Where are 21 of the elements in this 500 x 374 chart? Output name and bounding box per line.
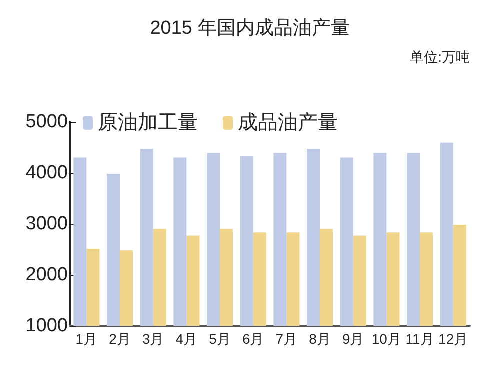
- y-tick-label: 4000: [26, 162, 68, 184]
- chart-title: 2015 年国内成品油产量: [150, 18, 350, 39]
- x-tick-label: 9月: [342, 331, 364, 347]
- legend-label: 原油加工量: [98, 112, 198, 134]
- x-tick-label: 10月: [372, 331, 402, 347]
- x-tick-label: 6月: [242, 331, 264, 347]
- x-tick-label: 4月: [176, 331, 198, 347]
- y-tick-label: 1000: [26, 316, 68, 336]
- x-tick-label: 12月: [438, 331, 468, 347]
- x-tick-label: 2月: [109, 331, 131, 347]
- x-tick-label: 11月: [406, 331, 434, 347]
- text: 单位:万吨: [410, 49, 470, 65]
- legend-label: 成品油产量: [238, 112, 338, 134]
- y-tick-label: 5000: [26, 112, 68, 132]
- y-tick-label: 2000: [26, 264, 68, 286]
- y-tick-label: 3000: [26, 214, 68, 234]
- x-tick-label: 3月: [142, 331, 164, 347]
- x-tick-label: 1月: [76, 331, 98, 347]
- x-tick-label: 7月: [276, 331, 298, 347]
- x-tick-label: 8月: [309, 331, 331, 347]
- x-tick-label: 5月: [209, 331, 231, 347]
